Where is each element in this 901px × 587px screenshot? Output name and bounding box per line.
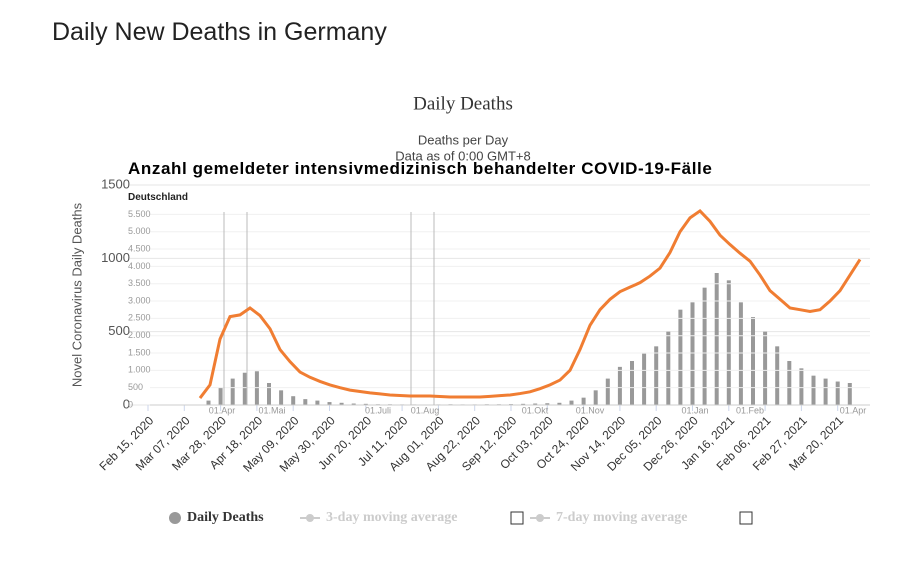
page-title: Daily New Deaths in Germany: [52, 18, 387, 46]
y-tick-label: 1000: [101, 250, 130, 265]
legend-marker[interactable]: [536, 514, 544, 522]
bar: [763, 331, 768, 405]
chart-title: Daily Deaths: [413, 93, 513, 114]
x-tick-label: 01.Mai: [258, 405, 285, 415]
y-tick-label: 0: [128, 399, 133, 409]
legend-checkbox[interactable]: [510, 511, 524, 525]
bar: [690, 302, 695, 405]
bar: [291, 396, 296, 405]
y-axis-label: Novel Coronavirus Daily Deaths: [69, 202, 84, 387]
bar: [315, 400, 320, 405]
line: [198, 208, 862, 399]
x-tick-label: 01.Okt: [522, 405, 549, 415]
bar: [593, 390, 598, 405]
x-tick-label: 01.Jan: [681, 405, 708, 415]
bar: [811, 375, 816, 405]
bar: [726, 280, 731, 405]
overlay-subtitle: Deutschland: [128, 192, 189, 203]
x-tick-label: 01.Juli: [365, 405, 391, 415]
bar: [678, 309, 683, 405]
bar: [581, 397, 586, 405]
bar: [799, 368, 804, 405]
bar: [521, 403, 526, 405]
y-tick-label: 500: [108, 323, 130, 338]
bar: [823, 378, 828, 405]
legend-checkbox[interactable]: [739, 511, 753, 525]
bar: [654, 346, 659, 405]
bar: [230, 378, 235, 405]
bar: [835, 381, 840, 405]
bar: [714, 273, 719, 405]
bar: [339, 402, 344, 405]
bar: [557, 402, 562, 405]
bar: [666, 331, 671, 405]
y-tick-label: 5.000: [128, 226, 151, 236]
bar: [642, 353, 647, 405]
legend-marker[interactable]: [306, 514, 314, 522]
bar: [775, 346, 780, 405]
x-tick-label: 01.Aug: [411, 405, 440, 415]
bar: [279, 390, 284, 405]
bar: [847, 383, 852, 405]
overlay-title: Anzahl gemeldeter intensivmedizinisch be…: [128, 159, 713, 178]
bar: [218, 387, 223, 405]
bar: [363, 403, 368, 405]
bar: [545, 403, 550, 405]
y-tick-label: 1.000: [128, 365, 151, 375]
chart-subtitle: Deaths per Day: [418, 132, 509, 147]
y-tick-label: 2.500: [128, 313, 151, 323]
y-tick-label: 4.000: [128, 261, 151, 271]
y-tick-label: 5.500: [128, 209, 151, 219]
bar: [351, 403, 356, 405]
x-tick-label: 01.Nov: [576, 405, 605, 415]
legend-label[interactable]: 3-day moving average: [326, 510, 457, 525]
bar: [206, 400, 211, 405]
bar: [630, 361, 634, 405]
bar: [327, 402, 332, 405]
bar: [617, 366, 622, 405]
legend-label[interactable]: 7-day moving average: [556, 510, 687, 525]
y-tick-label: 2.000: [128, 330, 151, 340]
bar: [569, 400, 574, 405]
bar: [242, 372, 247, 405]
y-tick-label: 3.500: [128, 278, 151, 288]
bar: [267, 383, 271, 405]
y-tick-label: 1.500: [128, 347, 151, 357]
bar: [787, 361, 792, 405]
bar: [738, 302, 743, 405]
y-tick-label: 1500: [101, 176, 130, 191]
x-tick-label: 01.Feb: [736, 405, 764, 415]
y-tick-label: 3.000: [128, 295, 151, 305]
x-tick-label: 01.Apr: [840, 405, 867, 415]
bar: [751, 317, 755, 405]
x-tick-label: 01.Apr: [209, 405, 236, 415]
bar: [533, 403, 538, 405]
y-tick-label: 4.500: [128, 243, 151, 253]
chart-note: Data as of 0:00 GMT+8: [395, 148, 530, 163]
bar: [605, 378, 610, 405]
legend-label[interactable]: Daily Deaths: [187, 510, 264, 525]
bar: [702, 287, 707, 405]
y-tick-label: 500: [128, 382, 143, 392]
bar: [303, 399, 308, 405]
y-tick-label: 0: [123, 396, 130, 411]
legend-marker[interactable]: [169, 512, 181, 524]
